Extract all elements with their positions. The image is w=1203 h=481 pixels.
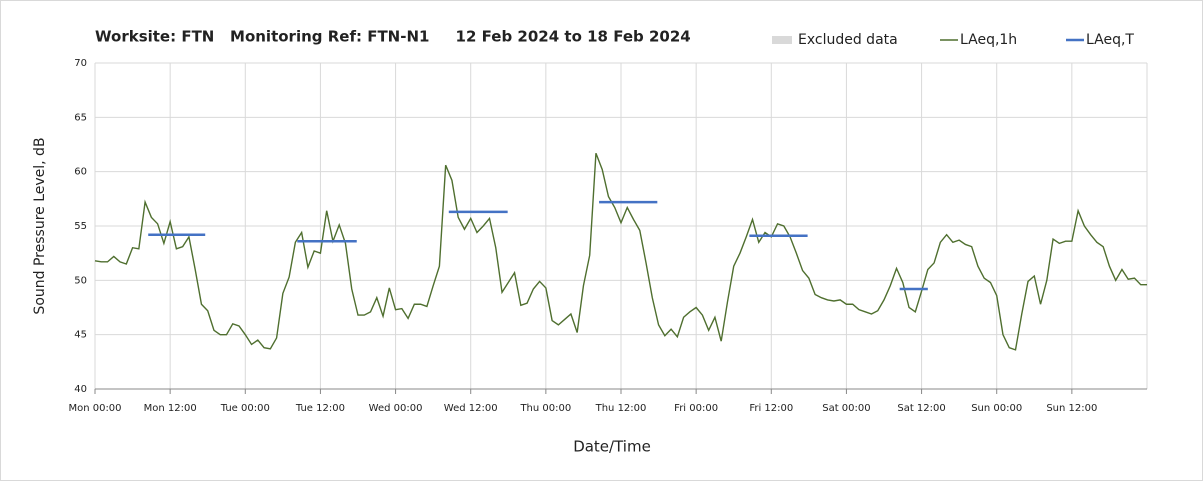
x-axis-label: Date/Time bbox=[573, 438, 651, 456]
x-tick-label: Sat 00:00 bbox=[822, 403, 870, 414]
x-tick-label: Sun 00:00 bbox=[971, 403, 1022, 414]
legend-swatch bbox=[772, 36, 792, 44]
x-tick-label: Mon 00:00 bbox=[68, 403, 121, 414]
chart-title: Worksite: FTN Monitoring Ref: FTN-N1 12 … bbox=[95, 28, 691, 46]
x-tick-label: Tue 12:00 bbox=[295, 403, 345, 414]
y-tick-label: 65 bbox=[74, 112, 87, 123]
y-axis-label: Sound Pressure Level, dB bbox=[32, 137, 48, 314]
x-tick-label: Sun 12:00 bbox=[1046, 403, 1097, 414]
x-tick-label: Fri 12:00 bbox=[749, 403, 793, 414]
x-tick-label: Sat 12:00 bbox=[897, 403, 945, 414]
x-tick-label: Wed 12:00 bbox=[444, 403, 498, 414]
x-tick-label: Wed 00:00 bbox=[369, 403, 423, 414]
y-tick-label: 45 bbox=[74, 330, 87, 341]
x-tick-label: Fri 00:00 bbox=[674, 403, 718, 414]
legend-label: LAeq,1h bbox=[960, 32, 1017, 48]
x-tick-label: Thu 12:00 bbox=[595, 403, 647, 414]
y-tick-label: 40 bbox=[74, 384, 87, 395]
x-tick-label: Mon 12:00 bbox=[144, 403, 197, 414]
line-series bbox=[94, 152, 1147, 351]
y-tick-label: 60 bbox=[74, 167, 87, 178]
legend-label: LAeq,T bbox=[1086, 32, 1134, 48]
y-tick-label: 70 bbox=[74, 58, 87, 69]
x-tick-label: Thu 00:00 bbox=[519, 403, 571, 414]
x-tick-label: Tue 00:00 bbox=[220, 403, 270, 414]
legend-label: Excluded data bbox=[798, 32, 898, 48]
y-tick-label: 50 bbox=[74, 275, 87, 286]
y-tick-label: 55 bbox=[74, 221, 87, 232]
